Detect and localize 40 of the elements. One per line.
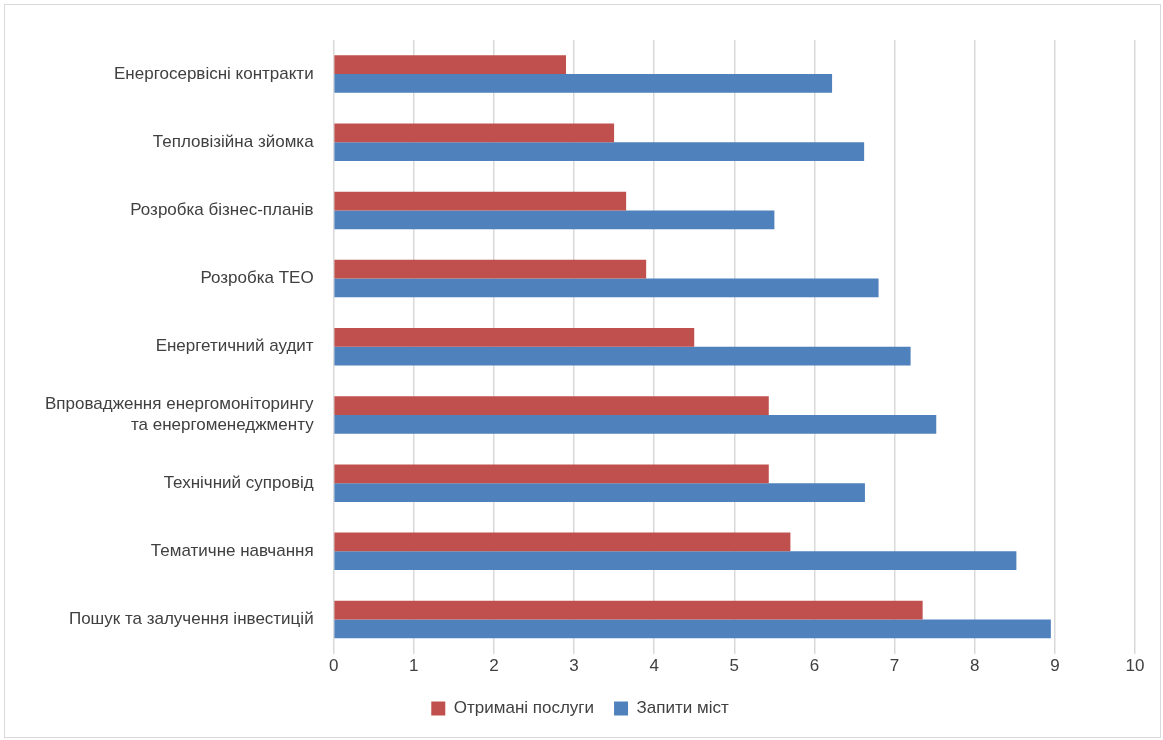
y-tick-label: Тематичне навчання bbox=[150, 541, 314, 561]
x-tick-label: 1 bbox=[409, 656, 419, 676]
bar bbox=[334, 142, 865, 162]
bar bbox=[334, 191, 627, 211]
y-tick-label: Розробка бізнес-планів bbox=[130, 200, 314, 220]
x-tick-label: 10 bbox=[1125, 656, 1145, 676]
bar bbox=[334, 328, 695, 347]
bar bbox=[334, 210, 775, 230]
x-tick-label: 6 bbox=[809, 656, 820, 676]
bar bbox=[334, 278, 879, 298]
bar bbox=[334, 483, 865, 502]
x-tick-label: 9 bbox=[1050, 656, 1060, 676]
x-tick-label: 8 bbox=[969, 656, 980, 676]
y-tick-label: Тепловізійна зйомка bbox=[152, 131, 315, 151]
x-tick-label: 3 bbox=[569, 656, 579, 676]
bar bbox=[334, 123, 615, 143]
x-tick-label: 4 bbox=[649, 656, 659, 676]
bar bbox=[334, 55, 567, 75]
y-tick-label: Енергетичний аудит bbox=[155, 336, 314, 356]
bar bbox=[334, 551, 1017, 571]
bar bbox=[334, 346, 911, 366]
bar bbox=[334, 414, 937, 434]
bar bbox=[334, 396, 769, 415]
y-tick-label: Технічний супровід bbox=[163, 472, 314, 492]
bar bbox=[334, 464, 769, 484]
y-tick-label: Пошук та залучення інвестицій bbox=[68, 609, 314, 629]
legend-label: Запити міст bbox=[636, 698, 729, 718]
legend-label: Отримані послуги bbox=[453, 698, 595, 718]
bar bbox=[334, 532, 791, 552]
bar bbox=[334, 619, 1051, 639]
y-tick-label: Енергосервісні контракти bbox=[114, 63, 314, 83]
x-tick-label: 0 bbox=[328, 656, 339, 676]
bar bbox=[334, 259, 647, 279]
bar bbox=[334, 74, 833, 93]
y-tick-label: Розробка ТЕО bbox=[200, 268, 314, 288]
x-tick-label: 7 bbox=[889, 656, 900, 676]
bar bbox=[334, 600, 923, 620]
x-tick-label: 2 bbox=[489, 656, 499, 676]
y-tick-label: Впровадження енергомоніторингу та енергоменеджменту bbox=[44, 394, 315, 434]
x-tick-label: 5 bbox=[729, 656, 740, 676]
